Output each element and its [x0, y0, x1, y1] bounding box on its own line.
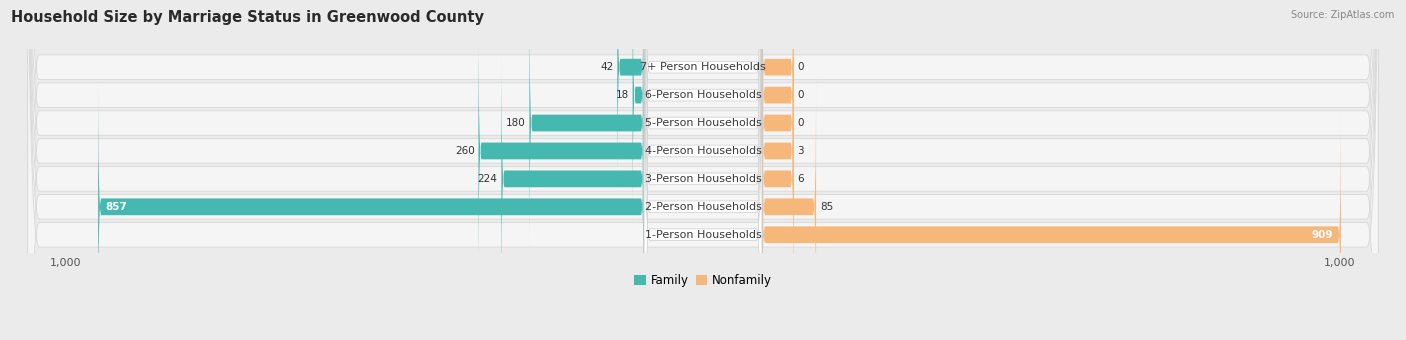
FancyBboxPatch shape	[644, 0, 762, 340]
Text: 7+ Person Households: 7+ Person Households	[640, 62, 766, 72]
FancyBboxPatch shape	[644, 0, 762, 340]
Text: 2-Person Households: 2-Person Households	[644, 202, 762, 212]
Text: 42: 42	[600, 62, 613, 72]
FancyBboxPatch shape	[644, 0, 762, 340]
Text: Household Size by Marriage Status in Greenwood County: Household Size by Marriage Status in Gre…	[11, 10, 484, 25]
Text: Source: ZipAtlas.com: Source: ZipAtlas.com	[1291, 10, 1395, 20]
FancyBboxPatch shape	[502, 48, 644, 310]
FancyBboxPatch shape	[644, 0, 762, 340]
FancyBboxPatch shape	[530, 0, 644, 254]
FancyBboxPatch shape	[617, 0, 644, 199]
Text: 0: 0	[797, 118, 804, 128]
Text: 0: 0	[797, 90, 804, 100]
FancyBboxPatch shape	[28, 0, 1378, 340]
Text: 224: 224	[478, 174, 498, 184]
FancyBboxPatch shape	[644, 0, 762, 340]
Text: 6: 6	[797, 174, 804, 184]
FancyBboxPatch shape	[28, 0, 1378, 340]
FancyBboxPatch shape	[644, 0, 762, 313]
FancyBboxPatch shape	[762, 20, 794, 282]
FancyBboxPatch shape	[28, 0, 1378, 340]
FancyBboxPatch shape	[762, 75, 815, 338]
Text: 85: 85	[820, 202, 834, 212]
FancyBboxPatch shape	[478, 20, 644, 282]
FancyBboxPatch shape	[762, 0, 794, 226]
FancyBboxPatch shape	[762, 103, 1341, 340]
FancyBboxPatch shape	[762, 0, 794, 254]
Text: 260: 260	[456, 146, 475, 156]
FancyBboxPatch shape	[28, 0, 1378, 340]
Text: 6-Person Households: 6-Person Households	[644, 90, 762, 100]
Text: 1-Person Households: 1-Person Households	[644, 230, 762, 240]
Text: 3-Person Households: 3-Person Households	[644, 174, 762, 184]
Text: 0: 0	[797, 62, 804, 72]
FancyBboxPatch shape	[633, 0, 644, 226]
Text: 180: 180	[506, 118, 526, 128]
FancyBboxPatch shape	[28, 0, 1378, 340]
Text: 5-Person Households: 5-Person Households	[644, 118, 762, 128]
Text: 3: 3	[797, 146, 804, 156]
Text: 4-Person Households: 4-Person Households	[644, 146, 762, 156]
FancyBboxPatch shape	[28, 0, 1378, 340]
Text: 857: 857	[105, 202, 128, 212]
FancyBboxPatch shape	[98, 75, 644, 338]
Legend: Family, Nonfamily: Family, Nonfamily	[630, 269, 776, 292]
FancyBboxPatch shape	[644, 0, 762, 340]
FancyBboxPatch shape	[762, 0, 794, 199]
Text: 18: 18	[616, 90, 628, 100]
Text: 909: 909	[1312, 230, 1333, 240]
FancyBboxPatch shape	[762, 48, 794, 310]
FancyBboxPatch shape	[28, 0, 1378, 340]
